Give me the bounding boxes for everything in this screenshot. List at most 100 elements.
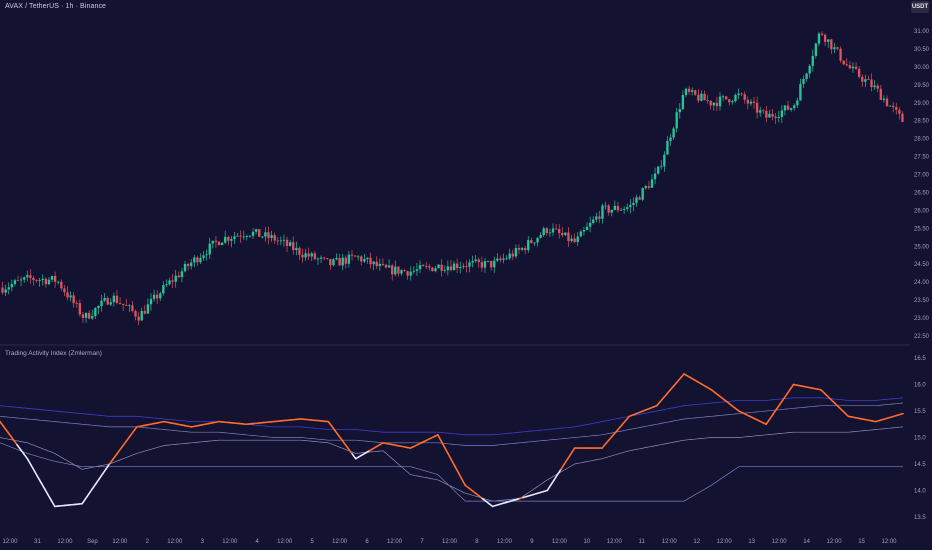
candle-body	[205, 254, 208, 256]
candle-body	[505, 258, 508, 260]
candle-body	[777, 117, 780, 119]
candle-body	[817, 33, 821, 44]
candle-body	[520, 248, 524, 250]
tai-line-segment	[26, 457, 32, 466]
upper-inner-band-line	[0, 402, 904, 446]
candle-body	[270, 235, 273, 238]
candle-body	[329, 259, 332, 266]
candle-body	[879, 88, 882, 100]
candle-body	[84, 312, 88, 318]
candle-body	[112, 295, 116, 303]
candle-body	[681, 95, 685, 110]
time-tick-label: 3	[201, 539, 205, 545]
currency-badge[interactable]: USDT	[911, 1, 929, 13]
candle-body	[94, 308, 97, 317]
candle-body	[836, 47, 839, 49]
tai-line-segment	[334, 430, 340, 437]
candle-body	[66, 292, 69, 298]
indicator-axis[interactable]: 16.5 16.0 15.5 15.0 14.5 14.0 13.5	[914, 356, 926, 521]
candle-body	[527, 240, 530, 251]
tai-line-segment	[679, 373, 685, 379]
indicator-pane[interactable]	[0, 373, 904, 508]
time-tick-label: 12	[693, 539, 700, 545]
candle-body	[440, 264, 443, 271]
indicator-tick-label: 16.5	[914, 356, 926, 362]
candle-body	[502, 258, 505, 260]
candle-body	[384, 264, 388, 268]
candle-body	[499, 258, 502, 260]
candle-body	[468, 262, 471, 267]
candle-body	[121, 303, 125, 305]
tai-line-segment	[115, 449, 121, 456]
time-tick-label: 9	[530, 539, 534, 545]
tai-line-segment	[549, 479, 555, 487]
tai-line-segment	[779, 398, 785, 406]
candle-body	[106, 297, 109, 305]
candle-body	[455, 263, 459, 269]
candle-body	[465, 266, 468, 268]
candle-body	[180, 271, 184, 278]
candle-body	[793, 105, 796, 109]
candle-body	[786, 105, 790, 110]
price-tick-label: 27.50	[914, 155, 930, 161]
candle-body	[861, 76, 864, 82]
time-tick-label: 12:00	[2, 539, 18, 545]
tai-line-segment	[443, 446, 449, 455]
candle-body	[140, 310, 143, 321]
candle-body	[644, 186, 647, 189]
candle-body	[616, 205, 620, 211]
candle-body	[245, 236, 249, 237]
candle-body	[660, 166, 663, 168]
candle-body	[622, 208, 626, 210]
time-tick-label: 2	[146, 539, 150, 545]
time-axis[interactable]: 12:00 31 12:00 Sep 12:00 2 12:00 3 12:00 4 12:00 5 1…	[2, 539, 897, 545]
candle-body	[731, 101, 734, 103]
candle-body	[715, 102, 719, 107]
candle-body	[282, 239, 286, 241]
tai-line-segment	[604, 439, 610, 445]
indicator-tick-label: 15.5	[914, 409, 926, 415]
candle-body	[833, 47, 836, 50]
price-pane[interactable]	[1, 31, 904, 326]
price-tick-label: 26.00	[914, 208, 930, 214]
time-tick-label: 4	[256, 539, 260, 545]
candle-body	[363, 259, 366, 262]
tai-line-segment	[553, 473, 559, 481]
candle-body	[854, 66, 858, 69]
candle-body	[626, 207, 629, 209]
candle-body	[558, 228, 561, 234]
candle-body	[78, 303, 82, 315]
candle-body	[598, 216, 601, 219]
candle-body	[131, 305, 134, 311]
tai-line-segment	[457, 471, 463, 480]
candle-body	[493, 260, 496, 268]
candle-body	[888, 105, 892, 107]
candle-body	[372, 261, 375, 265]
price-axis[interactable]: 31.00 30.50 30.00 29.50 29.00 28.50 28.00 27.50…	[914, 29, 930, 340]
candle-body	[41, 278, 44, 280]
candle-body	[279, 240, 283, 242]
tai-line-segment	[666, 388, 672, 395]
candle-body	[437, 264, 440, 269]
candle-body	[63, 288, 66, 293]
tai-line-segment	[601, 443, 607, 449]
candle-body	[32, 277, 35, 281]
price-tick-label: 24.50	[914, 262, 930, 268]
tai-line-segment	[40, 481, 46, 490]
candle-body	[811, 55, 814, 66]
tai-line-segment	[546, 484, 552, 492]
time-tick-label: 12:00	[222, 539, 238, 545]
tai-line-segment	[81, 497, 87, 505]
candle-body	[242, 236, 245, 238]
candle-body	[774, 116, 777, 119]
tai-line-segment	[673, 381, 679, 387]
candle-body	[669, 137, 672, 141]
tai-line-segment	[348, 448, 354, 455]
lower-band-line	[0, 442, 903, 502]
candle-body	[57, 281, 60, 283]
candle-body	[650, 179, 654, 188]
candle-body	[421, 265, 425, 267]
candle-body	[208, 243, 211, 255]
candle-body	[35, 280, 38, 281]
